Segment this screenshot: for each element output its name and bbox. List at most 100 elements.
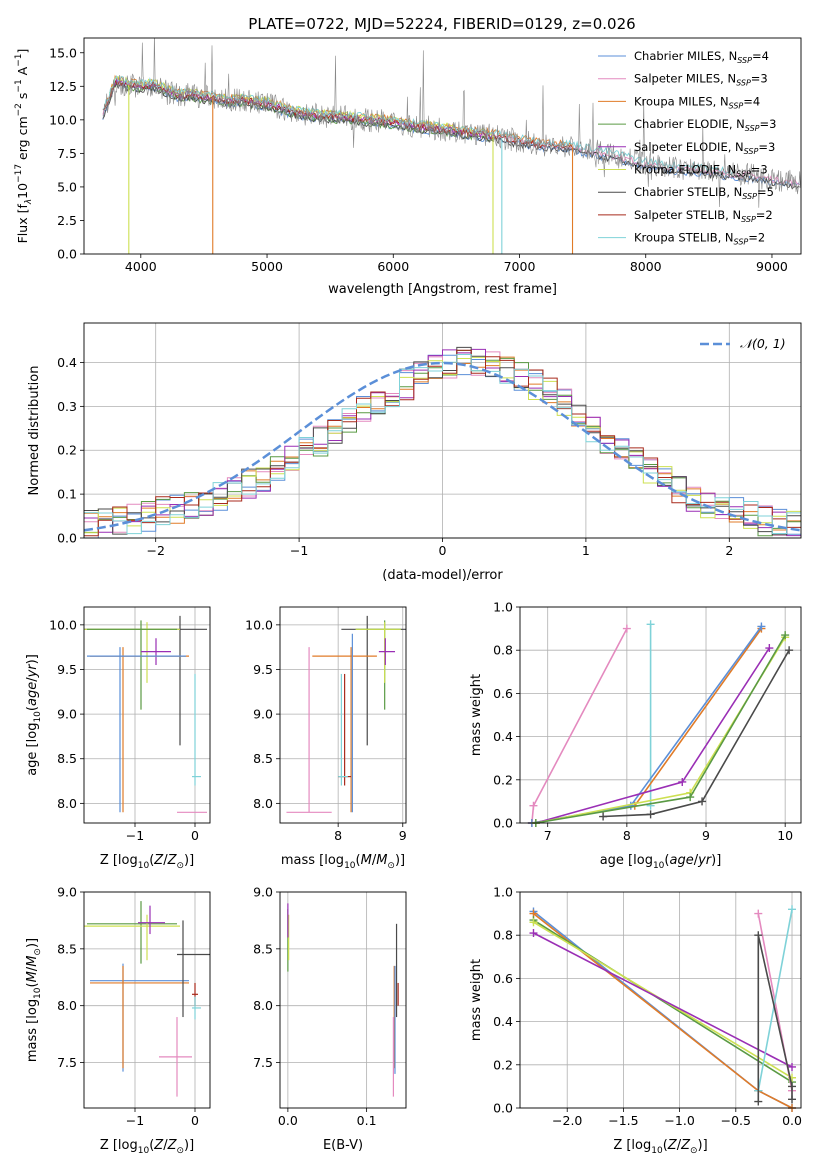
axes-mass-vs-EBV: 0.0 0.1 7.5 8.0 8.5 9.0 [253,885,406,1128]
weight-marker [529,801,538,810]
y-tick-label: 15.0 [49,45,77,60]
axes-age-vs-mass: 8 9 8.0 8.5 9.0 9.5 10.0 [245,607,407,843]
y-tick-label: 9.5 [253,662,273,677]
axes-frame-age-vs-Z [83,606,211,824]
errorbars-mass-vs-Z [84,901,210,1097]
y-tick-label: 8.5 [253,941,273,956]
x-tick-label: −1 [126,828,144,843]
errorbars-age-vs-Z [84,615,207,813]
axes-frame-mass-vs-EBV [279,891,407,1109]
axes-frame-age-vs-mass [279,606,407,824]
errorbars-mass-vs-EBV [287,903,399,1097]
x-tick-label: 0.0 [278,1113,298,1128]
x-tick-label: 4000 [125,259,157,274]
errorbars-age-vs-mass [286,615,406,813]
weight-marker [754,931,763,940]
y-axis-label: age [log10(age/yr)] [25,654,43,776]
x-tick-label: −1.0 [664,1113,694,1128]
x-tick-label: 10 [777,828,793,843]
y-tick-label: 9.0 [253,707,273,722]
weight-marker [785,646,794,655]
weight-marker [788,905,797,914]
x-tick-label: 7 [544,828,552,843]
y-tick-label: 5.0 [57,179,77,194]
weight-line [603,649,790,818]
weight-lines-weight-vs-age [527,620,794,827]
legend-label: Salpeter STELIB, NSSP=2 [634,208,773,224]
x-axis-label: Z [log10(Z/Z⊙)] [100,853,194,871]
legend-label: Chabrier STELIB, NSSP=5 [634,185,774,201]
weight-marker [754,909,763,918]
y-tick-label: 7.5 [57,146,77,161]
weight-marker [765,644,774,653]
x-tick-label: 0.1 [357,1113,377,1128]
x-tick-label: 1 [582,543,590,558]
axes-frame-weight-vs-age [519,606,802,824]
figure-title: PLATE=0722, MJD=52224, FIBERID=0129, z=0… [248,15,635,33]
y-tick-label: 0.8 [493,643,513,658]
y-tick-label: 10.0 [49,112,77,127]
y-axis-label: mass weight [469,959,484,1041]
y-tick-label: 2.5 [57,213,77,228]
weight-marker [686,793,695,802]
axes-frame-spectrum [83,37,802,255]
histograms [84,346,801,538]
legend-label: Salpeter MILES, NSSP=3 [634,72,768,88]
y-axis-label: Flux [fλ10−17 erg cm−2 s−1 A−1] [14,49,34,244]
y-tick-label: 8.0 [253,796,273,811]
legend-label: Chabrier ELODIE, NSSP=3 [634,117,776,133]
x-tick-label: 6000 [377,259,409,274]
y-tick-label: 0.4 [57,355,77,370]
weight-marker [757,622,766,631]
axes-frame-mass-vs-Z [83,891,211,1109]
y-tick-label: 0.4 [493,1014,513,1029]
normal-pdf-curve [84,361,801,532]
legend-label: 𝒩(0, 1) [740,336,786,351]
x-tick-label: 8 [623,828,631,843]
x-tick-label: 0.0 [782,1113,802,1128]
y-tick-label: 0.2 [57,443,77,458]
histogram-step [84,346,801,536]
weight-marker [754,1097,763,1106]
y-tick-label: 12.5 [49,79,77,94]
axes-spectrum: 4000 5000 6000 7000 8000 9000 0.0 2.5 5.0 7.5 10.0… [49,45,788,274]
spectrum-legend: Chabrier MILES, NSSP=4 Salpeter MILES, NS… [598,49,776,247]
weight-line [533,932,793,1068]
weight-marker [698,797,707,806]
axes-frame-residuals [83,322,802,539]
y-tick-label: 9.0 [57,707,77,722]
y-tick-label: 7.5 [253,1055,273,1070]
weight-marker [529,929,538,938]
y-tick-label: 0.1 [57,487,77,502]
y-tick-label: 8.5 [253,751,273,766]
y-tick-label: 9.0 [253,885,273,900]
x-axis-label: mass [log10(M/M⊙)] [281,853,405,871]
y-axis-label: Normed distribution [27,366,42,496]
x-tick-label: 0 [191,1113,199,1128]
y-tick-label: 0.2 [493,1057,513,1072]
weight-lines-weight-vs-Z [529,905,797,1112]
axes-frame-weight-vs-Z [519,891,802,1109]
x-tick-label: −1 [126,1113,144,1128]
x-tick-label: 8000 [630,259,662,274]
weight-line [533,919,793,1083]
legend-label: Kroupa STELIB, NSSP=2 [634,231,765,247]
y-tick-label: 9.5 [57,662,77,677]
x-tick-label: 9 [702,828,710,843]
y-tick-label: 7.5 [57,1055,77,1070]
x-tick-label: 5000 [251,259,283,274]
x-tick-label: −2 [146,543,164,558]
y-tick-label: 1.0 [493,885,513,900]
x-tick-label: 8 [334,828,342,843]
weight-marker [678,777,687,786]
y-tick-label: 1.0 [493,600,513,615]
legend-label: Kroupa MILES, NSSP=4 [634,94,760,110]
y-tick-label: 0.0 [57,531,77,546]
weight-marker [788,1082,797,1091]
y-tick-label: 8.5 [57,941,77,956]
y-tick-label: 0.0 [493,1101,513,1116]
x-tick-label: 9000 [756,259,788,274]
x-tick-label: 0 [191,828,199,843]
